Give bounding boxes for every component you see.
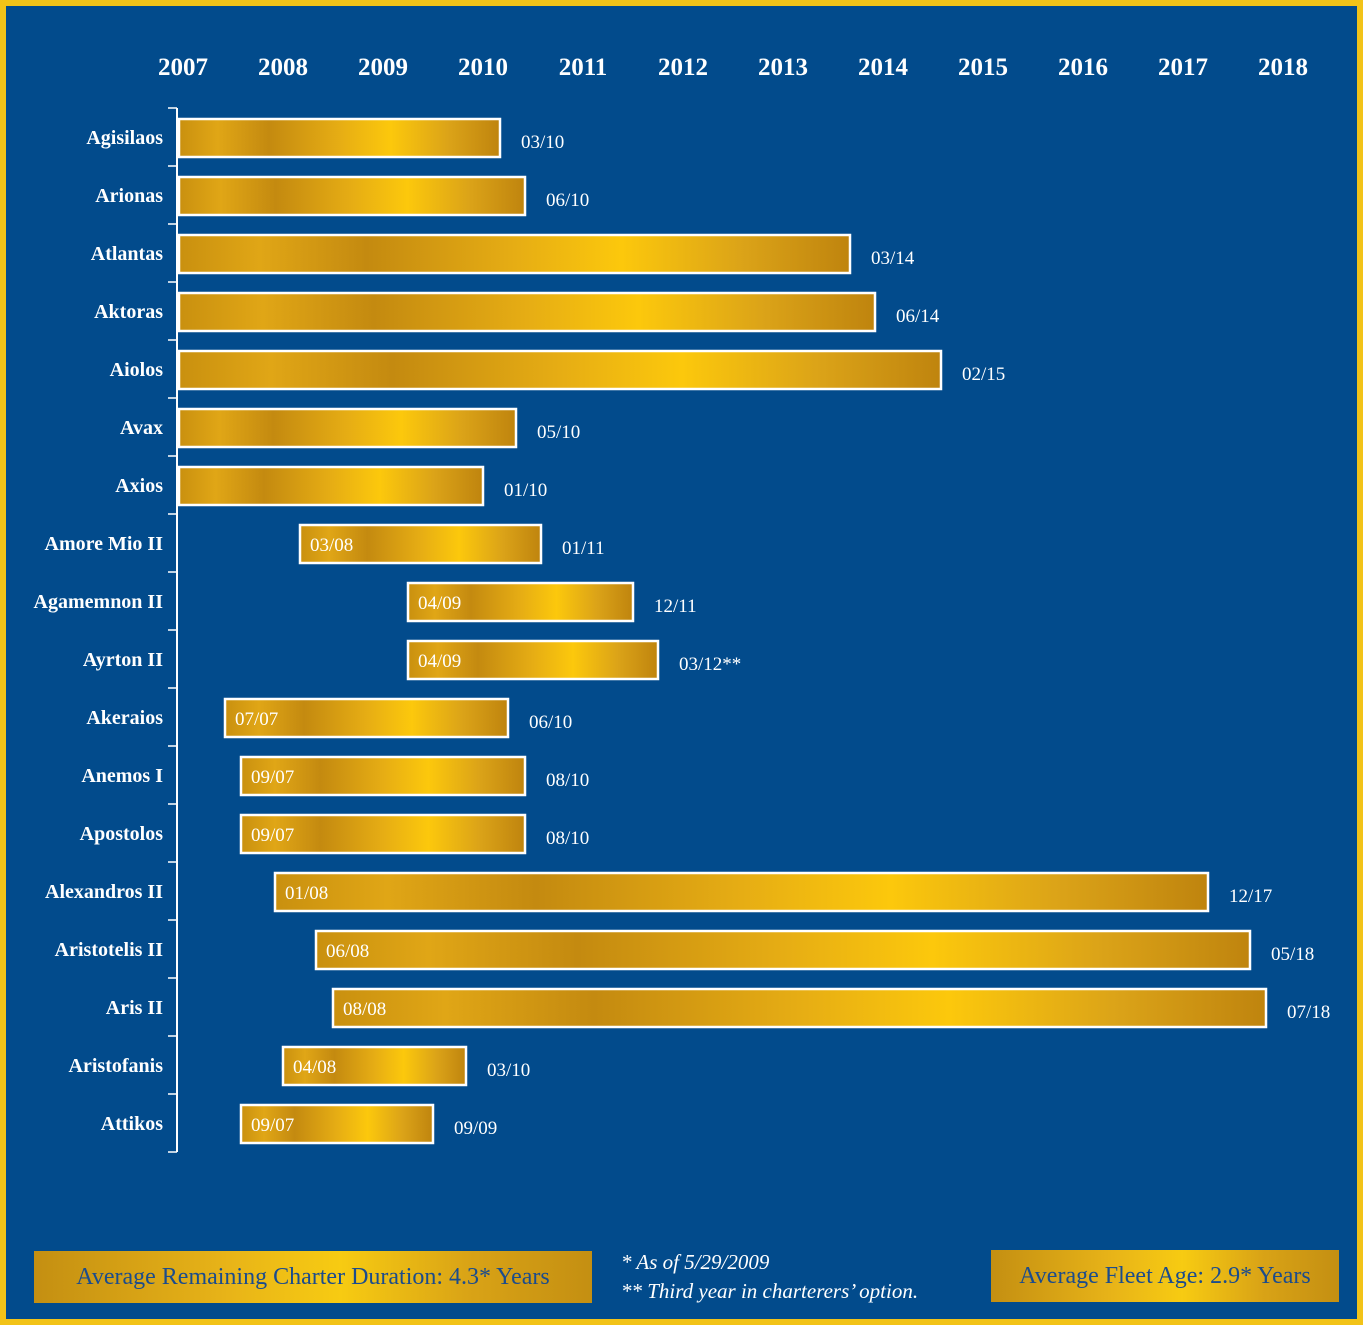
charter-bar xyxy=(239,755,527,797)
charter-bar xyxy=(177,407,518,449)
charter-bar xyxy=(239,1103,435,1145)
charter-end-label: 06/10 xyxy=(529,712,572,733)
avg-fleet-age-text: Average Fleet Age: 2.9* Years xyxy=(1019,1262,1311,1289)
charter-bar xyxy=(273,871,1210,913)
charter-end-label: 03/10 xyxy=(521,132,564,153)
vessel-label: Ayrton II xyxy=(83,649,163,671)
charter-start-label: 01/08 xyxy=(285,883,328,904)
charter-end-label: 12/17 xyxy=(1229,886,1272,907)
charter-end-label: 01/11 xyxy=(562,538,605,559)
vessel-label: Apostolos xyxy=(80,823,164,845)
year-tick-label: 2012 xyxy=(658,54,708,81)
year-tick-label: 2011 xyxy=(559,54,608,81)
vessel-label: Aristofanis xyxy=(69,1055,164,1077)
charter-end-label: 08/10 xyxy=(546,828,589,849)
charter-end-label: 05/10 xyxy=(537,422,580,443)
vessel-label: Attikos xyxy=(101,1113,163,1135)
charter-bar xyxy=(314,929,1252,971)
charter-bar xyxy=(177,349,943,391)
charter-bar xyxy=(177,291,877,333)
charter-end-label: 03/12** xyxy=(679,654,741,675)
charter-end-label: 07/18 xyxy=(1287,1002,1330,1023)
avg-duration-text: Average Remaining Charter Duration: 4.3*… xyxy=(76,1263,550,1290)
footnote-as-of-date: * As of 5/29/2009 xyxy=(621,1250,770,1274)
avg-fleet-age-badge: Average Fleet Age: 2.9* Years xyxy=(991,1250,1339,1302)
charter-end-label: 08/10 xyxy=(546,770,589,791)
year-tick-label: 2016 xyxy=(1058,54,1108,81)
charter-start-label: 03/08 xyxy=(310,535,353,556)
year-tick-label: 2014 xyxy=(858,54,909,81)
charter-end-label: 12/11 xyxy=(654,596,697,617)
charter-start-label: 04/09 xyxy=(418,593,461,614)
charter-bar xyxy=(281,1045,468,1087)
vessel-label: Atlantas xyxy=(91,243,163,265)
axis-layer: 2007 2008 2009 2010 2011 2012 2013 2014 2015 2016… xyxy=(158,54,1308,1153)
vessel-label: Agisilaos xyxy=(86,127,163,149)
charter-end-label: 05/18 xyxy=(1271,944,1314,965)
labels-layer: Agisilaos 03/10 Arionas 06/10 Atlantas 03/14 A… xyxy=(34,127,1331,1139)
charter-bar xyxy=(239,813,527,855)
vessel-label: Aktoras xyxy=(94,301,163,323)
year-tick-label: 2008 xyxy=(258,54,308,81)
charter-end-label: 01/10 xyxy=(504,480,547,501)
vessel-label: Alexandros II xyxy=(45,881,163,903)
charter-bar xyxy=(177,233,852,275)
charter-bar xyxy=(331,987,1268,1029)
vessel-label: Anemos I xyxy=(81,765,163,787)
charter-bar xyxy=(223,697,510,739)
bars-layer xyxy=(177,117,1268,1145)
charter-end-label: 03/10 xyxy=(487,1060,530,1081)
charter-bar xyxy=(406,581,635,623)
charter-start-label: 04/09 xyxy=(418,651,461,672)
charter-gantt-chart: 2007 2008 2009 2010 2011 2012 2013 2014 2015 2016… xyxy=(34,54,1331,1153)
charter-bar xyxy=(298,523,543,565)
avg-duration-badge: Average Remaining Charter Duration: 4.3*… xyxy=(34,1251,592,1303)
charter-end-label: 03/14 xyxy=(871,248,915,269)
charter-bar xyxy=(406,639,660,681)
year-tick-label: 2007 xyxy=(158,54,208,81)
charter-end-label: 02/15 xyxy=(962,364,1005,385)
charter-bar xyxy=(177,465,485,507)
charter-start-label: 04/08 xyxy=(293,1057,336,1078)
charter-bar xyxy=(177,175,527,217)
charter-start-label: 08/08 xyxy=(343,999,386,1020)
year-tick-label: 2009 xyxy=(358,54,408,81)
charter-bar xyxy=(177,117,502,159)
charter-end-label: 06/10 xyxy=(546,190,589,211)
charter-start-label: 09/07 xyxy=(251,1115,294,1136)
year-tick-label: 2015 xyxy=(958,54,1008,81)
charter-start-label: 07/07 xyxy=(235,709,278,730)
charter-start-label: 06/08 xyxy=(326,941,369,962)
charter-end-label: 06/14 xyxy=(896,306,940,327)
year-tick-label: 2018 xyxy=(1258,54,1308,81)
vessel-label: Agamemnon II xyxy=(34,591,164,613)
charter-end-label: 09/09 xyxy=(454,1118,497,1139)
year-tick-label: 2017 xyxy=(1158,54,1208,81)
vessel-label: Axios xyxy=(115,475,163,497)
footnote-charterers-option: ** Third year in charterers’ option. xyxy=(621,1279,919,1303)
vessel-label: Aristotelis II xyxy=(55,939,164,961)
vessel-label: Aiolos xyxy=(110,359,164,381)
vessel-label: Amore Mio II xyxy=(45,533,164,555)
vessel-label: Arionas xyxy=(95,185,163,207)
year-tick-label: 2010 xyxy=(458,54,508,81)
vessel-label: Aris II xyxy=(106,997,163,1019)
year-tick-label: 2013 xyxy=(758,54,808,81)
vessel-label: Avax xyxy=(120,417,163,439)
vessel-label: Akeraios xyxy=(86,707,163,729)
charter-start-label: 09/07 xyxy=(251,767,294,788)
charter-start-label: 09/07 xyxy=(251,825,294,846)
